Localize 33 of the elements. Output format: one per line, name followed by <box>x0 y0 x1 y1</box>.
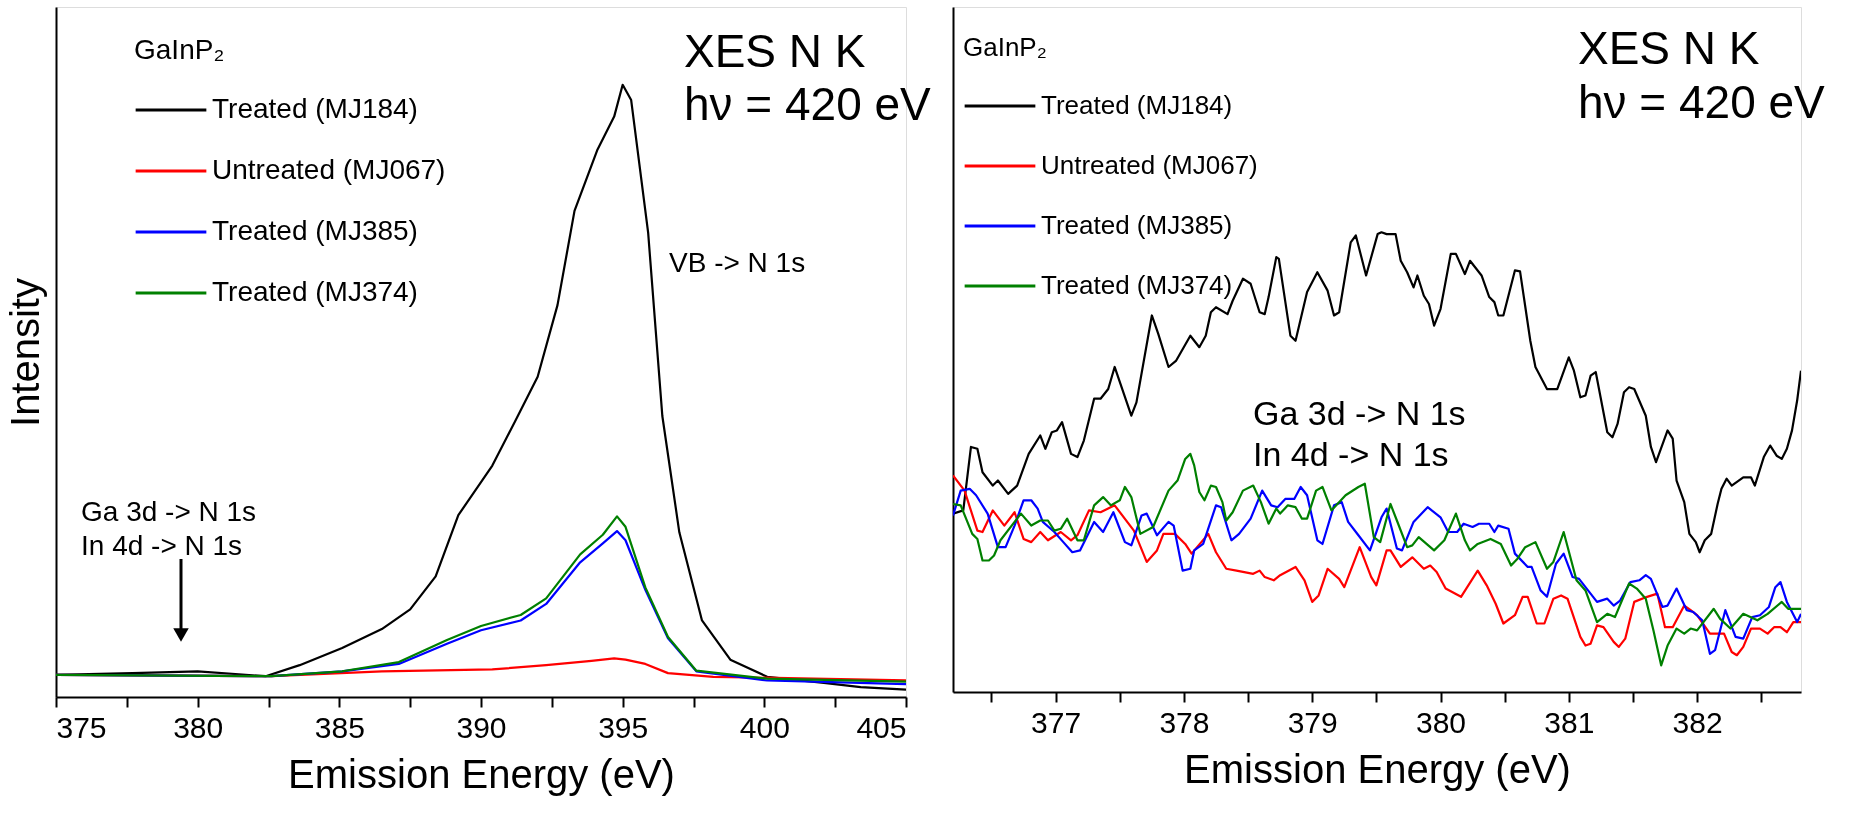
x-tick-label: 380 <box>173 710 224 744</box>
legend-title: GaInP₂ <box>963 32 1047 62</box>
x-tick-label: 378 <box>1159 705 1210 739</box>
y-axis-title: Intensity <box>2 278 47 427</box>
x-tick-label: 382 <box>1672 705 1723 739</box>
text: XES N K <box>684 25 866 77</box>
x-tick-label: 390 <box>456 710 507 744</box>
annotation: VB -> N 1s <box>669 247 806 278</box>
legend-label: Untreated (MJ067) <box>212 154 446 185</box>
annotation: Ga 3d -> N 1s In 4d -> N 1s <box>1253 394 1466 473</box>
x-tick-label: 380 <box>1415 705 1467 739</box>
legend-label: Treated (MJ374) <box>212 276 418 307</box>
legend-label: Treated (MJ184) <box>1041 90 1233 120</box>
legend-label: Treated (MJ184) <box>212 93 418 124</box>
annotation: hν = 420 eV <box>684 78 932 130</box>
x-tick-label: 405 <box>856 710 907 744</box>
x-tick-label: 379 <box>1287 705 1338 739</box>
text: XES N K <box>1578 22 1760 74</box>
x-tick-label: 377 <box>1031 705 1082 739</box>
x-tick-label: 400 <box>739 710 790 744</box>
legend-title: GaInP₂ <box>134 34 225 65</box>
x-axis-title: Emission Energy (eV) <box>1184 746 1571 791</box>
x-tick-label: 381 <box>1544 705 1595 739</box>
x-tick-label: 385 <box>314 710 365 744</box>
annotation: Ga 3d -> N 1s In 4d -> N 1s <box>81 496 257 561</box>
legend-label: Treated (MJ374) <box>1041 270 1233 300</box>
x-axis-title: Emission Energy (eV) <box>288 751 675 796</box>
legend-label: Treated (MJ385) <box>212 215 418 246</box>
x-tick-label: 375 <box>56 710 107 744</box>
text: hν = 420 eV <box>1578 76 1826 128</box>
legend-label: Treated (MJ385) <box>1041 210 1233 240</box>
x-tick-label: 395 <box>598 710 649 744</box>
legend-label: Untreated (MJ067) <box>1041 150 1258 180</box>
